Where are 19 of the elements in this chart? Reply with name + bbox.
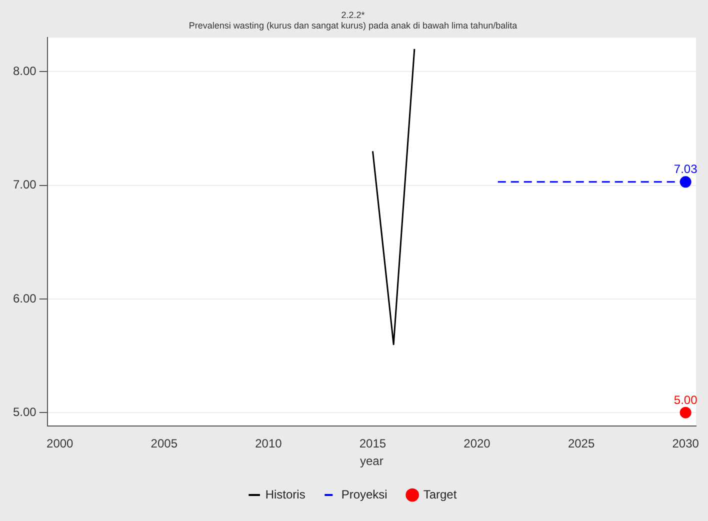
x-tick-label: 2000 — [46, 436, 74, 451]
x-tick-label: 2010 — [255, 436, 282, 451]
y-tick-label: 6.00 — [12, 291, 37, 306]
x-tick-label: 2005 — [150, 436, 178, 451]
x-axis-title: year — [360, 454, 384, 468]
y-tick-label: 7.00 — [12, 178, 37, 192]
legend-label: Historis — [265, 487, 306, 502]
chart-subtitle: Prevalensi wasting (kurus dan sangat kurus) pada anak di bawah lima tahun/balita — [188, 20, 518, 31]
x-tick-label: 2030 — [672, 436, 700, 451]
y-tick-label: 8.00 — [12, 64, 37, 78]
x-tick-label: 2020 — [464, 436, 491, 451]
data-label: 7.03 — [674, 162, 698, 176]
x-tick-label: 2015 — [359, 436, 386, 451]
x-tick-label: 2025 — [568, 436, 595, 451]
legend-label: Target — [423, 487, 458, 502]
data-label: 5.00 — [674, 392, 698, 407]
chart-title: 2.2.2* — [341, 10, 366, 20]
legend-label: Proyeksi — [341, 487, 388, 502]
y-tick-label: 5.00 — [12, 404, 37, 419]
